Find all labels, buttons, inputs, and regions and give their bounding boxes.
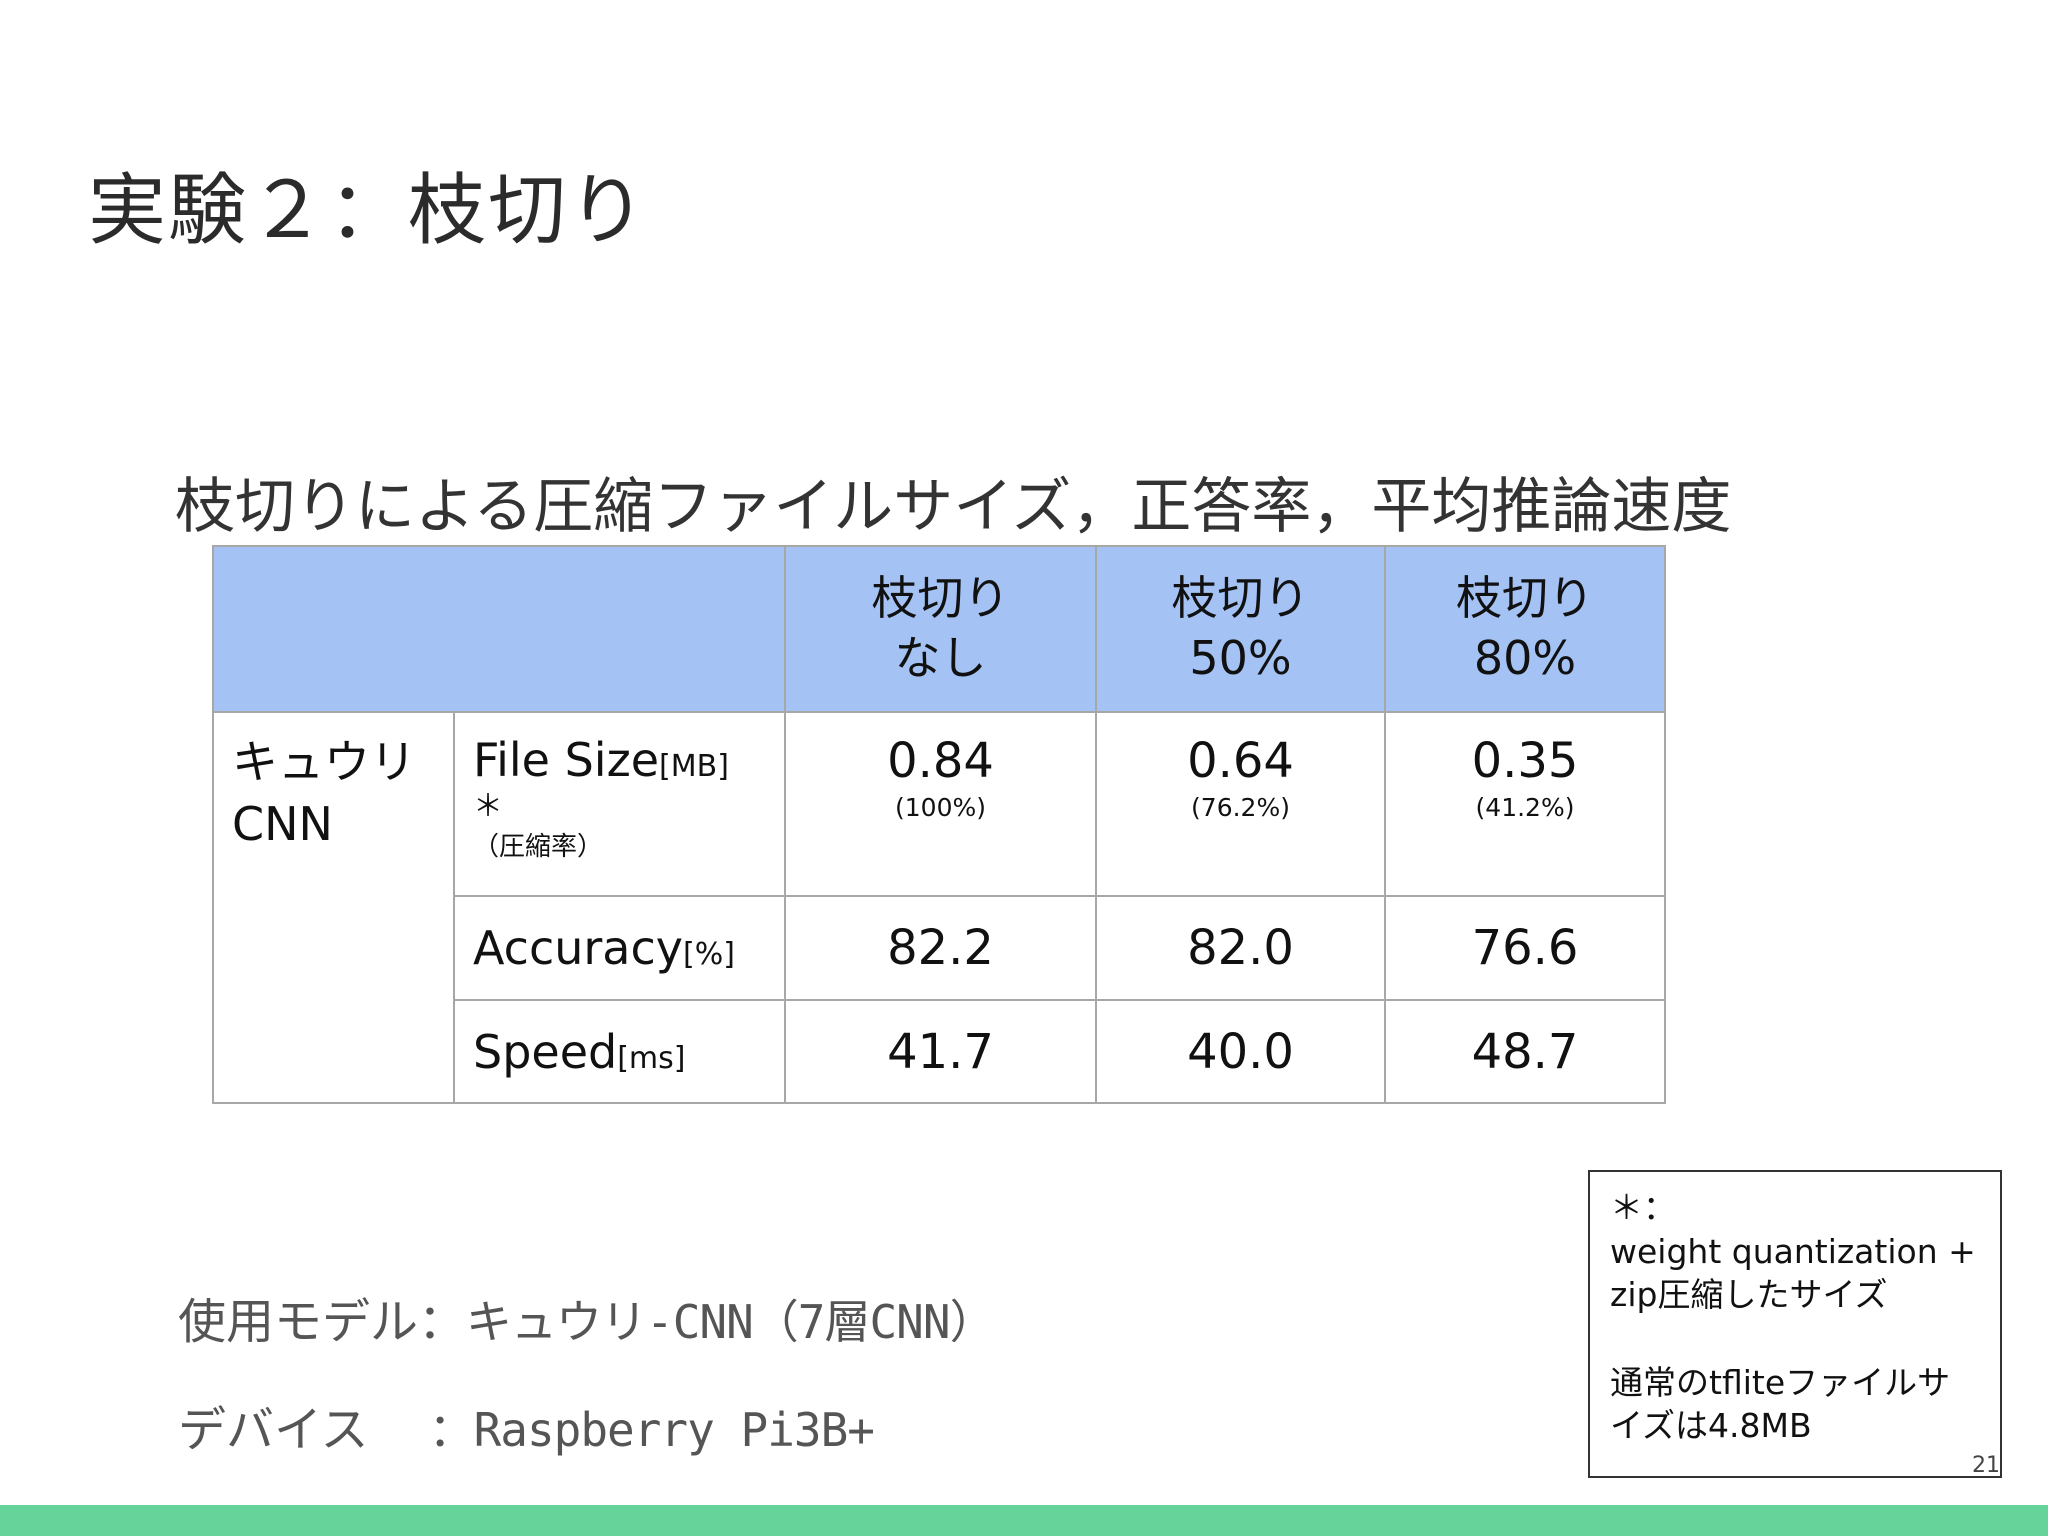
table-row-file-size: キュウリ CNN File Size[MB] ＊ （圧縮率） 0.84 (100… xyxy=(212,711,1666,1104)
cell-file-size-pruning-80: 0.35 (41.2%) xyxy=(1384,711,1666,897)
header-pruning-80-line1: 枝切り xyxy=(1456,571,1594,626)
metric-file-size-unit: [MB] xyxy=(659,749,729,784)
model-info: 使用モデル：キュウリ-CNN（7層CNN） xyxy=(178,1282,996,1352)
table-header-row: 枝切り なし 枝切り 50% 枝切り 80% xyxy=(212,545,1666,713)
table-row-speed: Speed[ms] 41.7 40.0 48.7 xyxy=(213,999,1666,1104)
header-pruning-50: 枝切り 50% xyxy=(1095,545,1386,713)
row-group-cucumber-cnn: キュウリ CNN xyxy=(212,711,455,1104)
file-size-value: 0.84 xyxy=(887,733,994,789)
cell-accuracy-pruning-50: 82.0 xyxy=(1095,895,1386,1001)
header-pruning-80-line2: 80% xyxy=(1473,631,1577,685)
model-value: キュウリ-CNN（7層CNN） xyxy=(466,1295,996,1349)
file-size-value: 0.64 xyxy=(1187,733,1294,789)
cell-file-size-pruning-50: 0.64 (76.2%) xyxy=(1095,711,1386,897)
table-row-accuracy: Accuracy[%] 82.2 82.0 76.6 xyxy=(213,895,1666,1001)
compression-ratio: (41.2%) xyxy=(1475,793,1575,822)
footnote-line2: zip圧縮したサイズ xyxy=(1610,1275,1888,1315)
page-number: 21 xyxy=(1972,1453,2000,1478)
header-no-pruning: 枝切り なし xyxy=(784,545,1097,713)
metric-accuracy: Accuracy[%] xyxy=(453,895,786,1001)
cell-accuracy-pruning-80: 76.6 xyxy=(1384,895,1666,1001)
compression-ratio: (76.2%) xyxy=(1191,793,1290,822)
header-empty-cell xyxy=(212,545,786,713)
metric-speed-name: Speed xyxy=(473,1024,618,1079)
cell-accuracy-no-pruning: 82.2 xyxy=(784,895,1097,1001)
footnote-line4: イズは4.8MB xyxy=(1610,1406,1812,1446)
cell-speed-pruning-80: 48.7 xyxy=(1384,999,1666,1104)
metric-speed: Speed[ms] xyxy=(453,999,786,1104)
row-group-line1: キュウリ xyxy=(232,735,416,789)
footnote-line1: weight quantization + xyxy=(1610,1231,1976,1271)
cell-file-size-no-pruning: 0.84 (100%) xyxy=(784,711,1097,897)
metric-file-size-note: ＊ xyxy=(473,789,503,824)
slide-title: 実験２：枝切り xyxy=(88,166,649,256)
results-table: 枝切り なし 枝切り 50% 枝切り 80% キュウリ CNN File Siz… xyxy=(212,545,1666,1104)
header-pruning-80: 枝切り 80% xyxy=(1384,545,1666,713)
header-pruning-50-line2: 50% xyxy=(1189,631,1292,685)
file-size-value: 0.35 xyxy=(1471,733,1579,789)
header-no-pruning-line1: 枝切り xyxy=(871,571,1010,626)
metric-file-size-name: File Size xyxy=(473,733,660,787)
footnote-marker: ＊： xyxy=(1610,1188,1676,1227)
metric-accuracy-unit: [%] xyxy=(683,937,735,972)
cell-speed-pruning-50: 40.0 xyxy=(1095,999,1386,1104)
header-no-pruning-line2: なし xyxy=(894,631,987,685)
device-value: ：Raspberry Pi3B+ xyxy=(428,1403,875,1457)
table-caption: 枝切りによる圧縮ファイルサイズ，正答率，平均推論速度 xyxy=(175,472,1732,542)
footnote-line3: 通常のtfliteファイルサ xyxy=(1610,1362,1951,1402)
metric-file-size-note-paren: （圧縮率） xyxy=(473,832,604,862)
device-info: デバイス ：Raspberry Pi3B+ xyxy=(178,1390,875,1460)
footnote-box: ＊： weight quantization + zip圧縮したサイズ 通常のt… xyxy=(1588,1170,2002,1478)
footer-accent-bar xyxy=(0,1505,2048,1536)
cell-speed-no-pruning: 41.7 xyxy=(784,999,1097,1104)
header-pruning-50-line1: 枝切り xyxy=(1171,571,1310,626)
compression-ratio: (100%) xyxy=(895,793,986,822)
metric-speed-unit: [ms] xyxy=(617,1040,686,1076)
model-label: 使用モデル： xyxy=(178,1294,467,1350)
device-label: デバイス xyxy=(178,1402,369,1458)
metric-file-size: File Size[MB] ＊ （圧縮率） xyxy=(453,711,786,897)
row-group-line2: CNN xyxy=(232,797,333,852)
metric-accuracy-name: Accuracy xyxy=(473,921,684,975)
